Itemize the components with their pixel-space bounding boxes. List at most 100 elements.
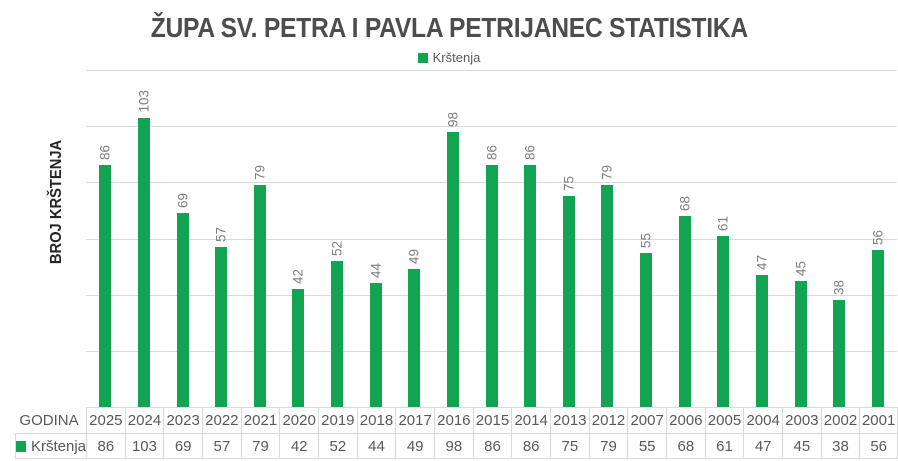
bar-column: 44	[356, 70, 395, 407]
value-cell: 68	[666, 433, 705, 459]
value-cell: 69	[163, 433, 202, 459]
bar[interactable]	[833, 300, 846, 407]
year-header-cell: 2020	[279, 407, 318, 433]
bar-value-label: 56	[870, 229, 886, 245]
bar[interactable]	[601, 185, 614, 407]
bar[interactable]	[717, 235, 730, 407]
bar[interactable]	[678, 216, 691, 407]
bar-value-label: 55	[638, 232, 654, 248]
value-cell: 98	[434, 433, 473, 459]
bar-value-label: 38	[831, 280, 847, 296]
bar[interactable]	[871, 249, 884, 407]
year-header-cell: 2006	[666, 407, 705, 433]
year-header-cell: 2024	[124, 407, 164, 433]
value-cell: 49	[395, 433, 434, 459]
bar[interactable]	[562, 196, 575, 407]
bar[interactable]	[755, 275, 768, 407]
year-header-cell: 2015	[472, 407, 512, 433]
bar-column: 55	[627, 70, 666, 407]
bar-value-label: 44	[368, 263, 384, 279]
bar-column: 79	[588, 70, 627, 407]
year-header-cell: 2002	[820, 407, 860, 433]
gridline	[86, 126, 897, 128]
values-row: Krštenja 86 103 69 57 79 42 52 44 49 98 86 86 75 79 55…	[0, 433, 898, 459]
year-header-cell: 2014	[511, 407, 550, 433]
bar-value-label: 52	[329, 240, 345, 256]
value-cell: 55	[627, 433, 666, 459]
bar[interactable]	[446, 131, 459, 407]
year-header-cell: 2001	[859, 407, 898, 433]
bar[interactable]	[408, 269, 421, 407]
year-header-cell: 2022	[202, 407, 241, 433]
bar[interactable]	[292, 289, 305, 407]
bar[interactable]	[215, 246, 228, 407]
y-axis-title: BROJ KRŠTENJA	[48, 139, 65, 265]
bar-column: 61	[704, 70, 743, 407]
series-key-icon	[16, 440, 26, 452]
bar-value-label: 98	[445, 111, 461, 127]
bar-column: 47	[743, 70, 782, 407]
year-header-cell: 2019	[318, 407, 357, 433]
series-label-cell: Krštenja	[0, 433, 86, 459]
bar[interactable]	[524, 165, 537, 407]
bar-value-label: 57	[213, 226, 229, 242]
year-header-cell: 2016	[434, 407, 473, 433]
bar-column: 86	[472, 70, 511, 407]
plot-area: 86 103 69 57 79 42 52 44 49 98 86 86 75 79 55 68 61 47 45 3…	[86, 70, 897, 407]
year-header-cell: 2004	[743, 407, 782, 433]
bar-value-label: 103	[136, 90, 152, 113]
year-header-cell: 2025	[86, 407, 125, 433]
bar-value-label: 42	[290, 269, 306, 285]
value-cell: 56	[859, 433, 898, 459]
bar-column: 69	[163, 70, 202, 407]
bar-value-label: 75	[561, 176, 577, 192]
bar[interactable]	[485, 165, 498, 407]
value-cell: 57	[202, 433, 241, 459]
year-header-cell: 2007	[627, 407, 666, 433]
legend-key-icon	[417, 52, 428, 63]
bar-value-label: 69	[175, 193, 191, 209]
year-header-cell: 2017	[395, 407, 434, 433]
value-cell: 47	[743, 433, 782, 459]
bar-column: 86	[511, 70, 550, 407]
legend[interactable]: Krštenja	[0, 50, 898, 65]
bar-value-label: 45	[793, 260, 809, 276]
value-cell: 79	[588, 433, 628, 459]
year-header-cell: 2021	[240, 407, 280, 433]
bar-column: 42	[279, 70, 318, 407]
bar-column: 45	[781, 70, 820, 407]
value-cell: 52	[318, 433, 357, 459]
bar[interactable]	[99, 165, 112, 407]
data-table: GODINA 2025 2024 2023 2022 2021 2020 2019 2018 2…	[0, 407, 898, 459]
bar[interactable]	[640, 252, 653, 407]
value-cell: 75	[550, 433, 589, 459]
bar[interactable]	[176, 213, 189, 407]
value-cell: 86	[472, 433, 512, 459]
bar[interactable]	[369, 283, 382, 407]
bar-value-label: 86	[522, 145, 538, 161]
bar[interactable]	[137, 117, 150, 407]
year-header-cell: 2018	[356, 407, 396, 433]
bar-column: 68	[665, 70, 704, 407]
bar[interactable]	[331, 260, 344, 407]
bar-column: 57	[202, 70, 241, 407]
bar-columns: 86 103 69 57 79 42 52 44 49 98 86 86 75 79 55 68 61 47 45 3…	[86, 70, 897, 407]
bar-value-label: 68	[677, 196, 693, 212]
value-cell: 79	[240, 433, 280, 459]
x-axis-title: GODINA	[19, 411, 79, 429]
year-header-cell: 2023	[163, 407, 202, 433]
gridline	[86, 70, 897, 71]
legend-label: Krštenja	[432, 50, 481, 65]
bar[interactable]	[253, 185, 266, 407]
value-cell: 38	[820, 433, 860, 459]
year-header-cell: 2013	[550, 407, 589, 433]
value-cell: 103	[124, 433, 164, 459]
bar-column: 75	[550, 70, 589, 407]
year-header-cell: 2012	[588, 407, 628, 433]
bar[interactable]	[794, 280, 807, 407]
bar-value-label: 79	[252, 165, 268, 181]
value-cell: 44	[356, 433, 396, 459]
bar-column: 56	[859, 70, 898, 407]
bar-value-label: 79	[599, 165, 615, 181]
